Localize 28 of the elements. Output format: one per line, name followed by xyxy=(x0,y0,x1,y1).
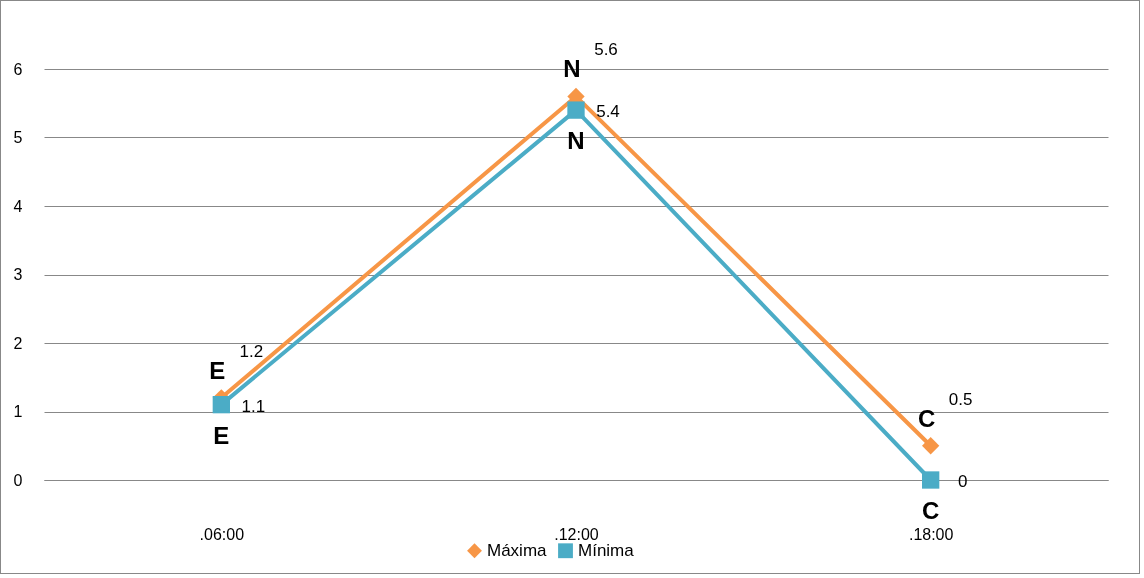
x-tick-label: .12:00 xyxy=(554,525,599,543)
point xyxy=(922,471,940,489)
data-label: 1.2 xyxy=(239,341,264,361)
annotation: N xyxy=(567,127,585,155)
annotation: C xyxy=(921,497,940,524)
data-label: 5.6 xyxy=(594,40,618,60)
y-tick-label: 2 xyxy=(13,334,23,352)
x-tick-label: .06:00 xyxy=(199,525,245,543)
x-tick-label: .18:00 xyxy=(908,525,954,543)
y-tick-label: 6 xyxy=(13,60,23,78)
legend-label: Máxima xyxy=(487,540,548,560)
y-tick-label: 3 xyxy=(13,266,23,283)
annotation: N xyxy=(563,55,581,83)
data-label: 1.1 xyxy=(241,396,266,416)
point xyxy=(922,437,940,455)
y-tick-label: 5 xyxy=(13,129,23,146)
legend-label: Mínima xyxy=(578,540,635,560)
point xyxy=(567,101,585,119)
annotation: C xyxy=(917,404,936,432)
data-label: 5.4 xyxy=(596,102,620,122)
data-label: 0.5 xyxy=(948,389,973,409)
point xyxy=(212,395,230,414)
y-tick-label: 0 xyxy=(13,471,23,489)
y-tick-label: 1 xyxy=(13,403,23,420)
y-tick-label: 4 xyxy=(13,197,23,215)
annotation: E xyxy=(213,421,230,449)
annotation: E xyxy=(209,356,226,384)
data-label: 0 xyxy=(957,472,968,491)
